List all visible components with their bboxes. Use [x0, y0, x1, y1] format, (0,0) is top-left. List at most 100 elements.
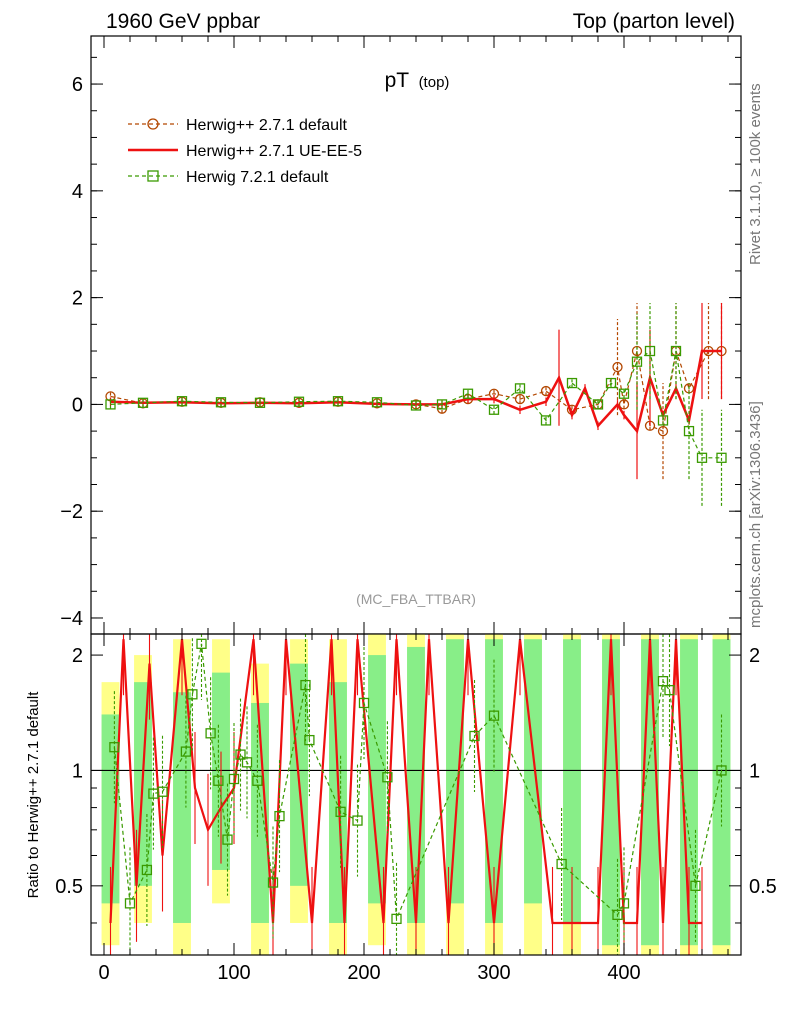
- ratio-series-herwig7-default-point: [124, 898, 136, 909]
- ratio-series-herwig7-default-point: [205, 728, 216, 739]
- ratio-series-herwig7-default-point: [109, 742, 120, 753]
- ratio-ytick-label-right: 2: [749, 645, 760, 667]
- source-label: mcplots.cern.ch [arXiv:1306.3436]: [747, 401, 764, 628]
- legend-label: Herwig++ 2.7.1 UE-EE-5: [186, 143, 362, 160]
- uncertainty-band-green: [251, 702, 269, 923]
- series-herwig7-default-point: [670, 345, 682, 357]
- series-herwig7-default-point: [137, 397, 149, 408]
- series-herwigpp-ueee5-line: [110, 349, 722, 434]
- ratio-series-herwig7-default-point: [141, 864, 153, 876]
- series-herwig7-default-point: [644, 345, 656, 357]
- series-herwig7-default-point: [618, 388, 630, 399]
- series-herwigpp-default-point: [618, 399, 630, 410]
- rivet-label: Rivet 3.1.10, ≥ 100k events: [747, 83, 764, 265]
- uncertainty-band-green: [563, 639, 581, 923]
- ratio-plot-area: [91, 634, 741, 955]
- main-plot-area: [105, 302, 727, 506]
- ratio-xtick-label: 200: [347, 962, 380, 984]
- ratio-series-herwig7-default-point: [180, 746, 192, 757]
- ratio-ytick-label: 1: [72, 760, 83, 782]
- ratio-series-herwigpp-ueee5-line: [109, 639, 702, 925]
- ratio-xtick-label: 400: [607, 962, 640, 984]
- ratio-series-herwig7-default-point: [488, 710, 500, 721]
- ratio-xtick-label: 0: [98, 962, 109, 984]
- ratio-series-herwig7-default-point: [157, 786, 168, 797]
- uncertainty-band-green: [101, 714, 120, 904]
- uncertainty-band-green: [446, 639, 464, 904]
- legend: Herwig++ 2.7.1 default Herwig++ 2.7.1 UE-…: [128, 117, 362, 186]
- ratio-series-herwig7-default-point: [716, 765, 727, 776]
- series-herwig7-default-point: [683, 425, 695, 437]
- ratio-ytick-label: 0.5: [55, 876, 83, 898]
- series-herwig7-default-point: [215, 397, 227, 408]
- ratio-series-herwig7-default-point: [196, 638, 207, 649]
- ratio-series-herwig7-default-point: [618, 898, 630, 909]
- ratio-series-herwig7-default-point: [300, 679, 311, 691]
- main-panel: −4 −2 0 2 4 6 (MC_FBA_TTBAR) pT (top) Herwig+…: [60, 35, 742, 635]
- ratio-series-herwig7-default-point: [469, 730, 480, 742]
- watermark: (MC_FBA_TTBAR): [356, 591, 476, 607]
- main-ytick-label: 0: [72, 394, 83, 416]
- header-left-label: 1960 GeV ppbar: [106, 10, 260, 33]
- ratio-series-herwig7-default-point: [187, 689, 198, 700]
- legend-label: Herwig++ 2.7.1 default: [186, 117, 348, 134]
- ratio-series-herwig7-default-point: [274, 810, 285, 822]
- series-herwigpp-default-line: [110, 350, 722, 432]
- ratio-series-herwig7-default-point: [556, 858, 567, 870]
- series-herwig7-default-point: [254, 397, 266, 408]
- ratio-series-herwig7-default-point: [252, 775, 263, 786]
- series-herwig7-default-point: [176, 396, 188, 407]
- ratio-panel: 0.5 0.5 1 1 2 2 0 100 200 300 400 Ratio to Herwig+…: [25, 633, 777, 984]
- main-axes: −4 −2 0 2 4 6: [60, 35, 742, 635]
- series-herwig7-default-point: [716, 452, 727, 463]
- uncertainty-band-green: [368, 655, 386, 904]
- ratio-axes: 0.5 0.5 1 1 2 2 0 100 200 300 400: [55, 633, 777, 984]
- series-herwig7-default-point: [105, 399, 116, 410]
- ratio-series-herwig7-default-point: [382, 772, 393, 783]
- uncertainty-band-green: [485, 639, 503, 923]
- series-herwig7-default-point: [462, 388, 474, 399]
- series-herwig7-default-point: [540, 415, 552, 426]
- series-herwig7-default-point: [657, 415, 669, 426]
- ratio-series-herwig7-default-point: [335, 806, 346, 817]
- ratio-series-herwig7-default-point: [228, 773, 240, 785]
- main-ytick-label: 2: [72, 288, 83, 310]
- ratio-series-herwig7-default-point: [358, 697, 370, 709]
- series-herwig7-default-point: [371, 397, 383, 408]
- ratio-series-herwig7-default-point: [664, 685, 675, 696]
- ratio-series-herwig7-default-point: [267, 877, 279, 888]
- ratio-xtick-label: 100: [217, 962, 250, 984]
- legend-marker: [147, 170, 159, 182]
- ratio-series-herwig7-default-point: [391, 913, 402, 925]
- ratio-ytick-label-right: 0.5: [749, 876, 777, 898]
- series-herwigpp-default-point: [631, 345, 643, 357]
- series-herwigpp-default-point: [514, 393, 526, 405]
- series-herwigpp-default-point: [657, 425, 669, 437]
- ratio-series-herwig7-default-point: [235, 749, 246, 760]
- series-herwig7-default-point: [410, 400, 422, 411]
- main-ytick-label: 4: [72, 181, 83, 203]
- series-herwig7-default-point: [332, 396, 344, 407]
- series-herwig7-default-point: [488, 404, 500, 415]
- ratio-series-herwig7-default-point: [690, 880, 701, 891]
- ratio-series-herwig7-default-point: [657, 676, 669, 687]
- series-herwig7-default-point: [293, 396, 305, 407]
- legend-label: Herwig 7.2.1 default: [186, 169, 329, 186]
- series-herwig7-default-point: [592, 399, 604, 410]
- ratio-ytick-label-right: 1: [749, 760, 760, 782]
- main-ytick-label: −2: [60, 501, 83, 523]
- ratio-series-herwig7-default-point: [352, 815, 363, 826]
- ratio-series-herwig7-default-point: [222, 834, 233, 845]
- main-ytick-label: 6: [72, 74, 83, 96]
- ratio-ylabel: Ratio to Herwig++ 2.7.1 default: [25, 691, 42, 899]
- ratio-series-herwig7-default-point: [304, 734, 315, 746]
- series-herwigpp-default-point: [612, 361, 623, 373]
- ratio-series-herwig7-default-point: [213, 775, 224, 786]
- chart-title-sub: (top): [419, 74, 450, 91]
- ratio-series-herwig7-default-point: [241, 757, 253, 768]
- uncertainty-band-green: [524, 639, 542, 904]
- legend-marker: [147, 118, 159, 130]
- series-herwig7-default-point: [436, 399, 448, 410]
- header-right-label: Top (parton level): [573, 10, 735, 33]
